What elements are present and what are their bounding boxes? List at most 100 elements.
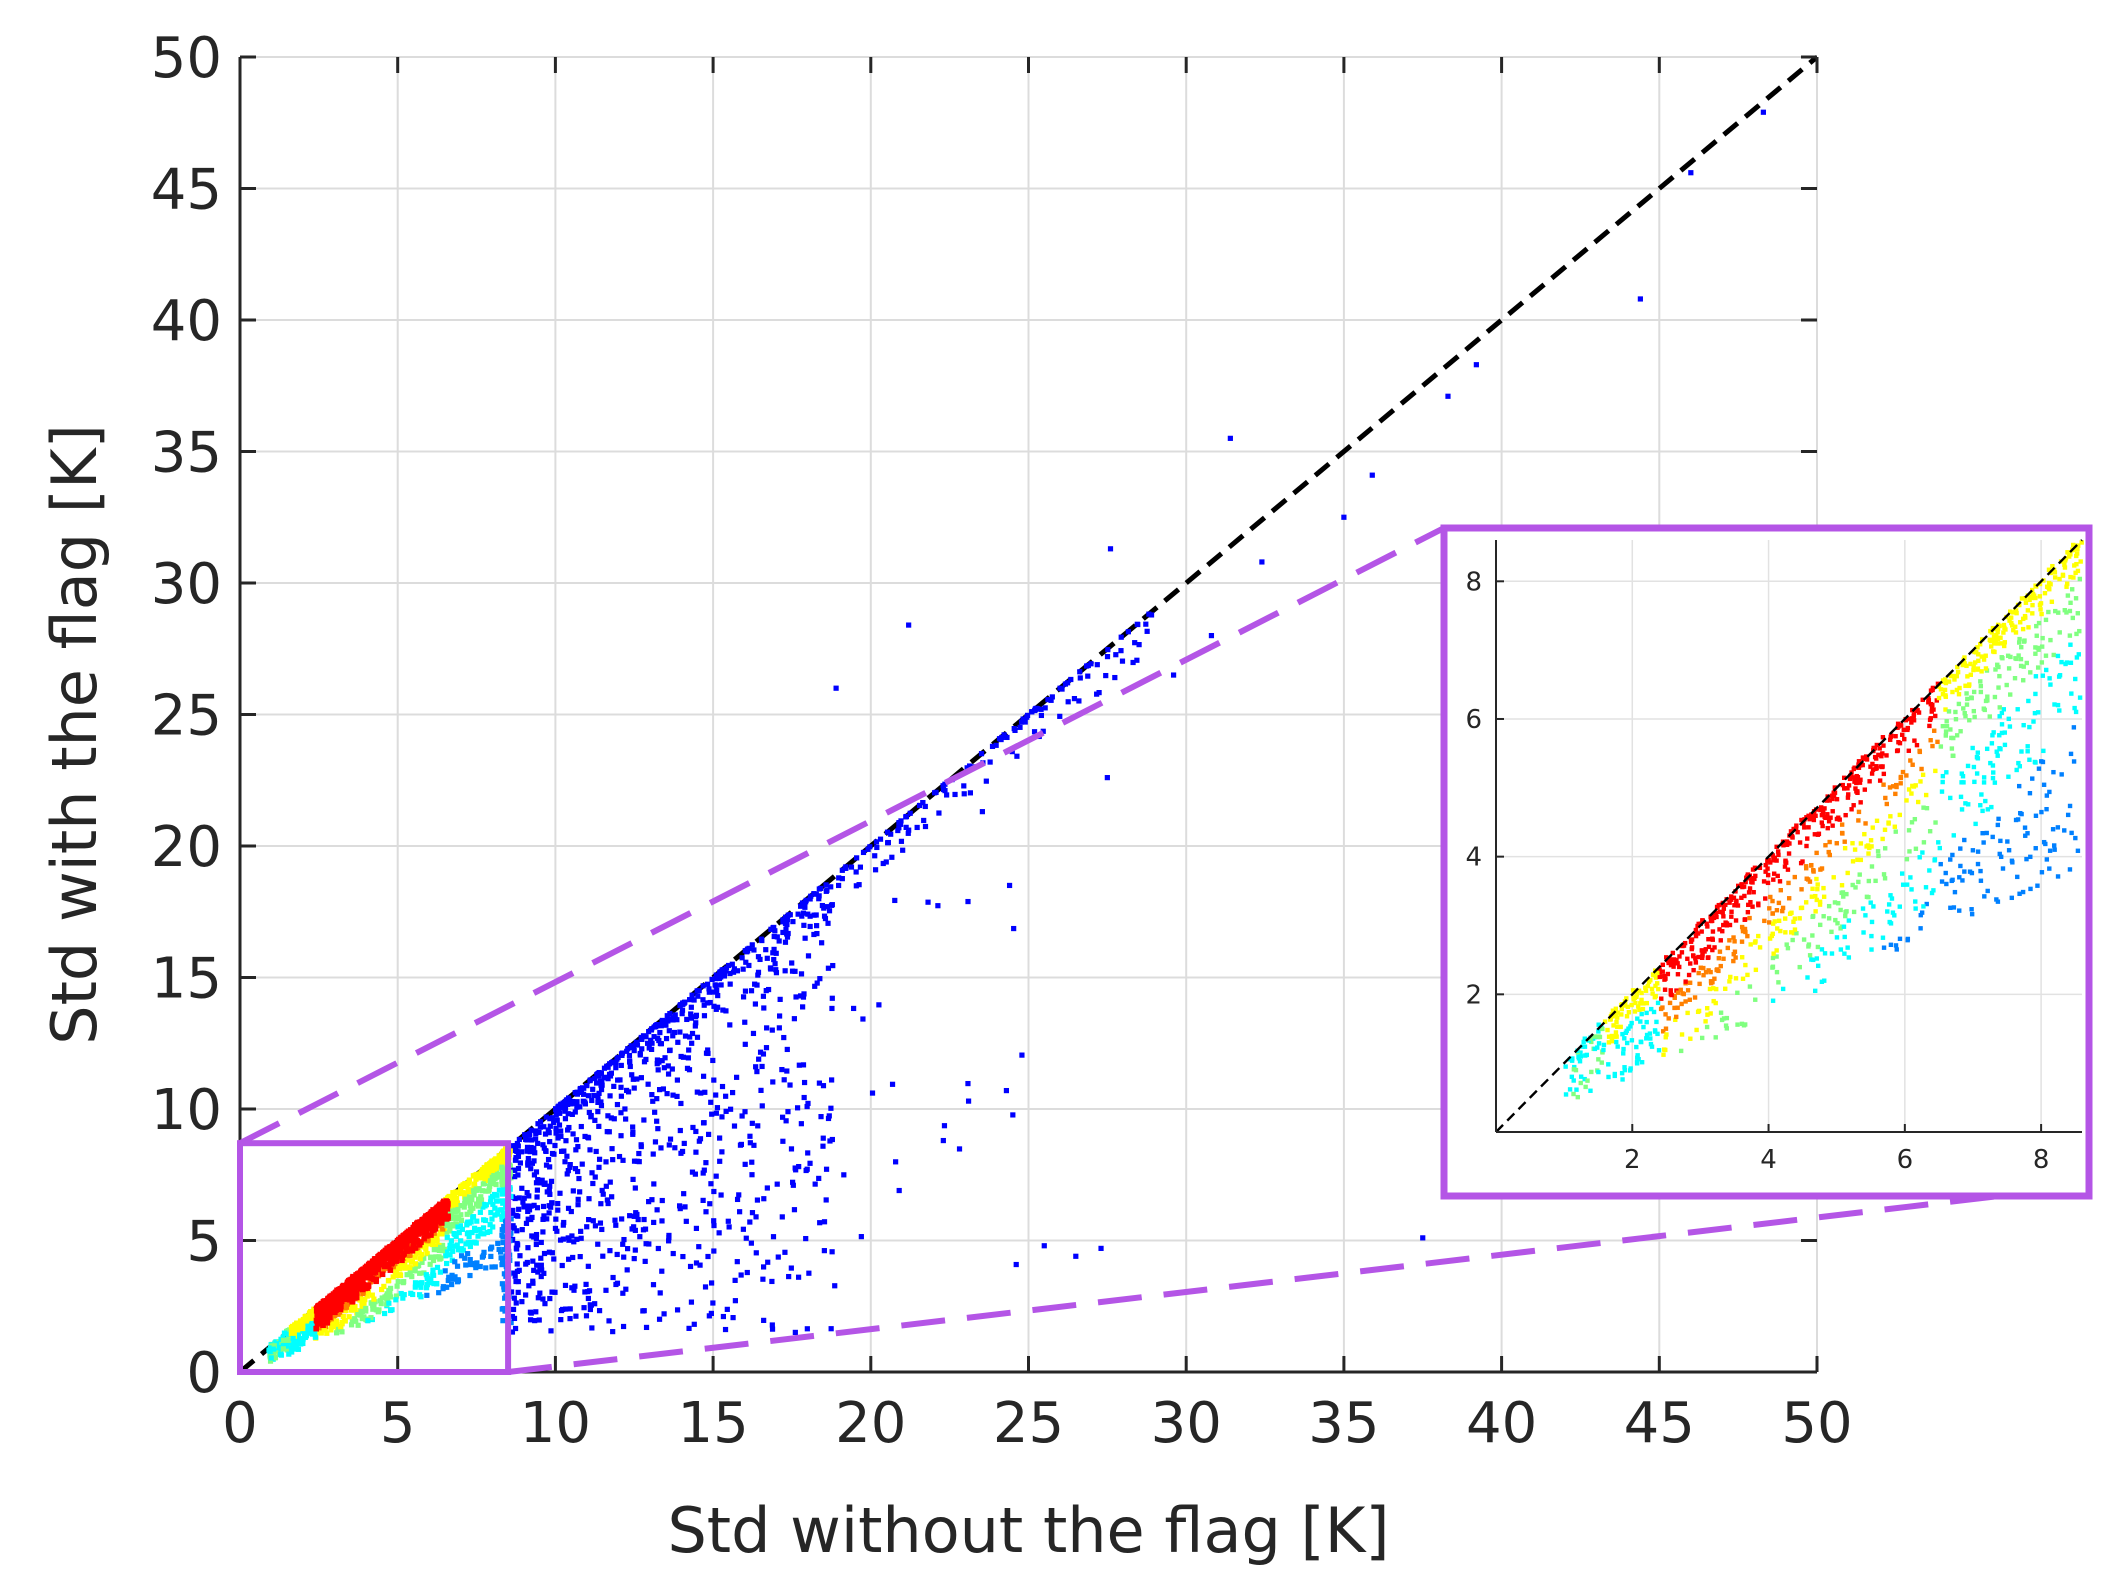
inset-data-point bbox=[1852, 847, 1858, 852]
data-point bbox=[386, 1248, 393, 1255]
data-point bbox=[418, 1284, 424, 1290]
inset-data-point bbox=[2071, 575, 2076, 580]
data-point bbox=[516, 1195, 522, 1201]
data-point bbox=[922, 803, 928, 810]
data-point bbox=[493, 1156, 499, 1162]
data-point bbox=[557, 1237, 564, 1243]
data-point bbox=[562, 1116, 569, 1122]
data-point bbox=[685, 1055, 691, 1061]
inset-data-point bbox=[1770, 898, 1775, 904]
data-point bbox=[1134, 621, 1140, 627]
inset-data-point bbox=[1745, 972, 1750, 978]
data-point bbox=[267, 1358, 274, 1364]
inset-data-point bbox=[2052, 570, 2058, 575]
inset-data-point bbox=[1886, 821, 1891, 826]
data-point bbox=[598, 1201, 604, 1207]
data-point bbox=[806, 1270, 812, 1276]
inset-data-point bbox=[1644, 1019, 1649, 1025]
data-point bbox=[549, 1150, 556, 1157]
data-point bbox=[828, 1105, 834, 1111]
inset-data-point bbox=[1916, 799, 1921, 805]
data-point bbox=[543, 1148, 549, 1154]
data-point bbox=[566, 1124, 572, 1131]
inset-data-point bbox=[1955, 669, 1961, 675]
data-point bbox=[828, 884, 834, 890]
inset-data-point bbox=[1672, 1005, 1677, 1011]
data-point bbox=[358, 1309, 364, 1315]
data-point bbox=[571, 1287, 577, 1293]
inset-data-point bbox=[1733, 976, 1739, 981]
data-point bbox=[771, 946, 777, 953]
inset-data-point bbox=[1577, 1059, 1583, 1064]
data-point bbox=[811, 931, 817, 938]
inset-data-point bbox=[1960, 878, 1965, 883]
inset-data-point bbox=[1815, 963, 1821, 969]
data-point bbox=[798, 971, 805, 977]
inset-data-point bbox=[1854, 773, 1859, 779]
inset-data-point bbox=[1624, 1040, 1630, 1046]
data-point bbox=[318, 1330, 324, 1336]
data-point bbox=[1048, 697, 1054, 703]
inset-data-point bbox=[1998, 641, 2004, 646]
inset-data-point bbox=[1839, 883, 1845, 888]
data-point bbox=[339, 1319, 345, 1326]
data-point bbox=[718, 1192, 724, 1198]
data-point bbox=[510, 1306, 517, 1313]
inset-data-point bbox=[2052, 847, 2057, 852]
inset-data-point bbox=[1829, 951, 1835, 956]
inset-data-point bbox=[1657, 969, 1662, 975]
inset-data-point bbox=[1799, 817, 1804, 823]
data-point bbox=[820, 1135, 826, 1141]
data-point bbox=[440, 1207, 447, 1213]
inset-data-point bbox=[1770, 965, 1775, 970]
y-tick-label: 15 bbox=[151, 947, 222, 1012]
inset-data-point bbox=[1660, 969, 1665, 974]
data-point bbox=[499, 1191, 505, 1197]
inset-data-point bbox=[1714, 904, 1720, 910]
data-point bbox=[692, 1171, 698, 1177]
data-point bbox=[746, 962, 752, 969]
data-point bbox=[548, 1204, 554, 1210]
inset-data-point bbox=[1948, 673, 1954, 679]
inset-data-point bbox=[1794, 931, 1799, 936]
data-point bbox=[730, 1089, 736, 1096]
inset-data-point bbox=[1592, 1034, 1597, 1039]
data-point bbox=[802, 904, 808, 910]
data-point bbox=[801, 1094, 807, 1101]
inset-data-point bbox=[2000, 656, 2005, 661]
data-point bbox=[566, 1097, 572, 1104]
inset-data-point bbox=[1741, 1023, 1747, 1028]
inset-data-point bbox=[1870, 761, 1875, 767]
inset-data-point bbox=[1724, 1026, 1730, 1031]
data-point bbox=[386, 1277, 392, 1284]
inset-data-point bbox=[1609, 1033, 1615, 1039]
data-point bbox=[1118, 648, 1124, 654]
data-point bbox=[732, 1277, 738, 1283]
data-point bbox=[683, 1218, 689, 1224]
inset-data-point bbox=[1953, 709, 1958, 715]
inset-data-point bbox=[1842, 934, 1847, 940]
data-point bbox=[592, 1301, 598, 1307]
data-point bbox=[470, 1205, 476, 1211]
data-point bbox=[581, 1305, 587, 1311]
data-point bbox=[491, 1173, 497, 1179]
data-point bbox=[295, 1346, 302, 1352]
inset-data-point bbox=[1819, 947, 1825, 952]
data-point bbox=[335, 1293, 342, 1299]
data-point bbox=[1143, 621, 1149, 627]
data-point bbox=[491, 1191, 497, 1198]
inset-data-point bbox=[1636, 988, 1642, 993]
inset-points bbox=[1563, 540, 2084, 1100]
data-point bbox=[271, 1343, 277, 1349]
inset-data-point bbox=[1801, 821, 1806, 826]
data-point bbox=[659, 1268, 665, 1274]
data-point bbox=[712, 982, 718, 988]
data-point bbox=[1103, 672, 1109, 679]
data-point bbox=[742, 1041, 748, 1047]
inset-data-point bbox=[2068, 660, 2074, 665]
inset-data-point bbox=[1893, 791, 1898, 797]
data-point bbox=[791, 1016, 797, 1022]
inset-data-point bbox=[1845, 870, 1850, 876]
inset-data-point bbox=[1753, 997, 1758, 1002]
inset-data-point bbox=[2022, 596, 2028, 601]
